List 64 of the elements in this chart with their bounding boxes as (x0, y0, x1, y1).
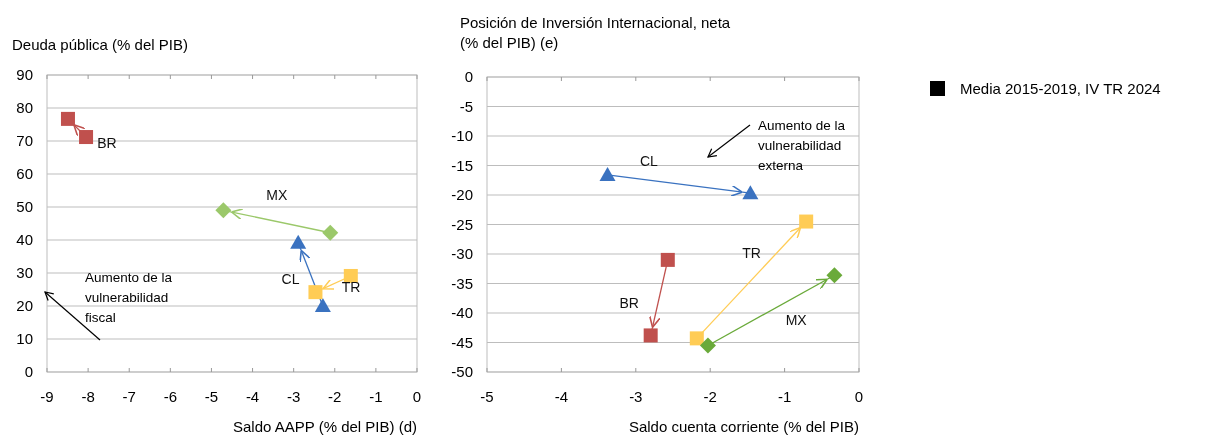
point (826, 267, 843, 284)
x-tick-label: -4 (245, 388, 260, 405)
series-label: CL (281, 271, 300, 288)
y-tick-label: -15 (451, 156, 473, 174)
point (215, 202, 232, 219)
series-label: BR (619, 294, 639, 311)
y-tick-label: 40 (16, 231, 33, 248)
series-label: TR (742, 244, 761, 261)
point (660, 252, 675, 267)
y-tick-label: 50 (16, 198, 33, 215)
point (343, 268, 358, 283)
x-tick-label: -5 (480, 388, 494, 405)
x-tick-label: -5 (204, 388, 219, 405)
series-label: CL (640, 153, 659, 170)
y-tick-label: 70 (16, 132, 33, 149)
x-tick-label: -7 (122, 388, 136, 405)
point (308, 285, 323, 300)
y-tick-label: 80 (16, 99, 33, 116)
annotation: Aumento de la vulnerabilidad externa (758, 118, 846, 173)
point (322, 224, 339, 241)
x-tick-label: -2 (328, 388, 342, 405)
x-tick-label: -3 (629, 388, 643, 405)
x-axis-title: Saldo AAPP (% del PIB) (d) (233, 418, 417, 435)
y-tick-label: -35 (451, 274, 473, 292)
y-tick-label: -10 (451, 127, 473, 144)
y-tick-label: -20 (451, 186, 473, 203)
point (689, 331, 704, 346)
y-axis-title: Posición de Inversión Internacional, neta (% del PIB) (e) (460, 14, 731, 51)
point (799, 214, 814, 229)
series-label: MX (266, 186, 288, 203)
y-tick-label: -25 (451, 215, 473, 233)
y-tick-label: -50 (451, 363, 473, 380)
x-tick-label: -3 (286, 388, 301, 405)
point (643, 328, 658, 343)
y-tick-label: 20 (16, 297, 33, 314)
y-tick-label: 90 (16, 66, 33, 83)
point (60, 111, 75, 126)
y-tick-label: -45 (451, 333, 473, 351)
x-tick-label: -8 (81, 388, 95, 405)
x-axis-title: Saldo cuenta corriente (% del PIB) (628, 418, 859, 435)
x-tick-label: 0 (854, 388, 864, 405)
x-tick-label: -1 (777, 388, 792, 405)
x-tick-label: -1 (369, 388, 383, 405)
series-label: TR (341, 279, 361, 296)
series-label: MX (785, 312, 808, 329)
y-tick-label: 60 (16, 165, 33, 182)
y-axis-title: Deuda pública (% del PIB) (12, 36, 188, 53)
x-tick-label: 0 (412, 388, 422, 405)
text: Media 2015-2019, IV TR 2024 (960, 80, 1161, 97)
y-tick-label: 0 (464, 68, 473, 85)
y-tick-label: -40 (451, 304, 473, 321)
point (699, 337, 716, 354)
annotation: Aumento de la vulnerabilidad fiscal (85, 270, 173, 325)
y-tick-label: -30 (451, 245, 473, 262)
x-tick-label: -6 (163, 388, 178, 405)
y-tick-label: 0 (24, 363, 33, 380)
point (79, 130, 94, 145)
x-tick-label: -9 (40, 388, 54, 405)
y-tick-label: 30 (16, 264, 33, 281)
x-tick-label: -4 (554, 388, 569, 405)
y-tick-label: 10 (16, 330, 33, 347)
x-tick-label: -2 (703, 388, 717, 405)
series-label: BR (97, 134, 117, 151)
y-tick-label: -5 (459, 97, 473, 115)
